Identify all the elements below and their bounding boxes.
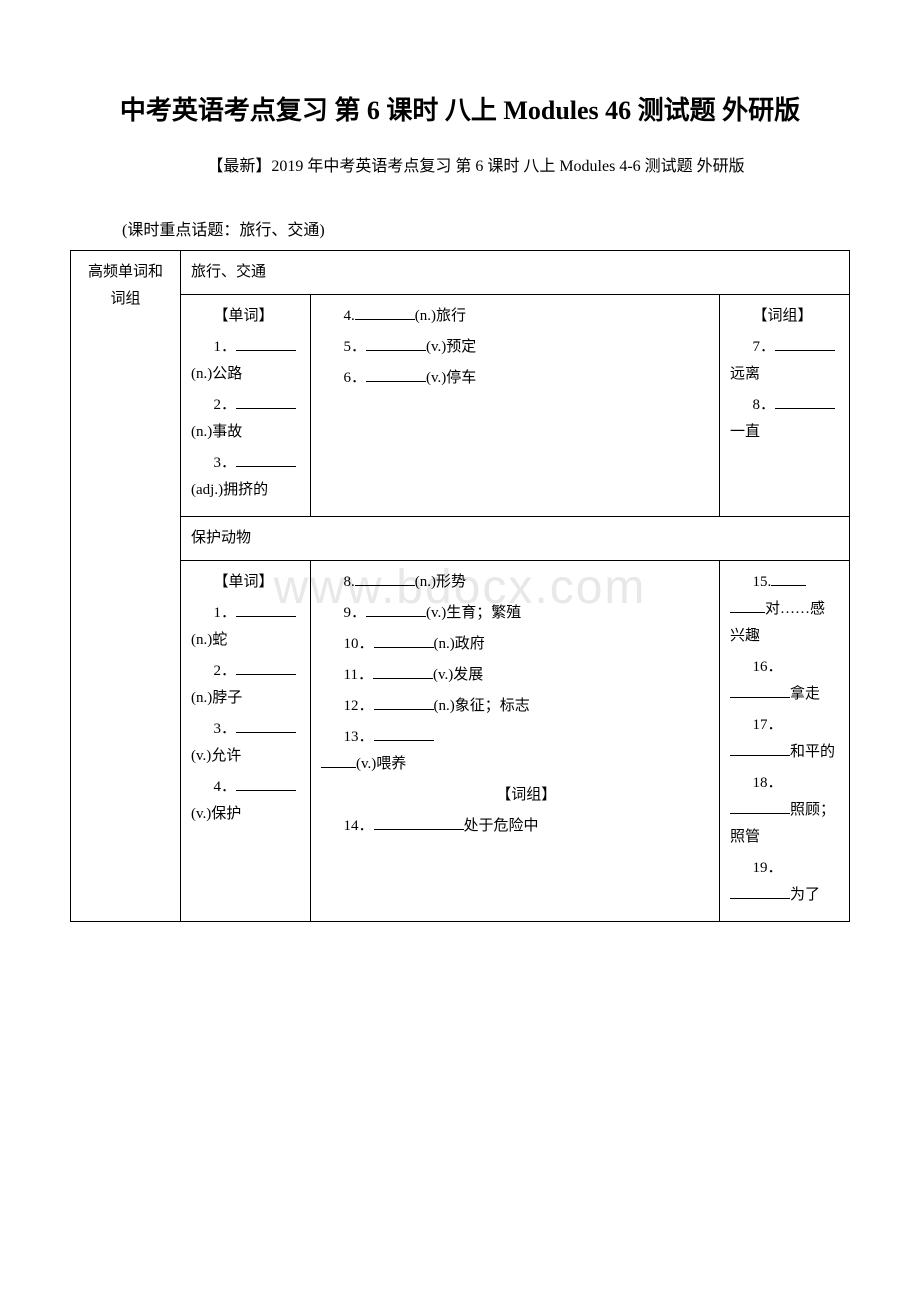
col-heading: 【词组】: [321, 782, 709, 809]
vocab-item: 8．一直: [730, 392, 839, 446]
vocab-item: 16．拿走: [730, 654, 839, 708]
section1-header-text: 旅行、交通: [191, 264, 266, 280]
section2-col2: 8.(n.)形势 9．(v.)生育；繁殖 10．(n.)政府 11．(v.)发展…: [311, 560, 720, 921]
vocab-item: 8.(n.)形势: [321, 569, 709, 596]
vocab-item: 7．远离: [730, 334, 839, 388]
vocab-item: 19．为了: [730, 855, 839, 909]
vocab-item: 18．照顾；照管: [730, 770, 839, 851]
vocab-item: 4.(n.)旅行: [321, 303, 709, 330]
vocab-item: 17．和平的: [730, 712, 839, 766]
vocab-item: 5．(v.)预定: [321, 334, 709, 361]
vocab-item: 11．(v.)发展: [321, 662, 709, 689]
vocab-item: 4．(v.)保护: [191, 774, 300, 828]
section2-col1: 【单词】 1．(n.)蛇 2．(n.)脖子 3．(v.)允许 4．(v.)保护: [181, 560, 311, 921]
section2-header: 保护动物: [181, 516, 850, 560]
side-label-cell: 高频单词和词组: [71, 250, 181, 921]
page-subtitle: 【最新】2019 年中考英语考点复习 第 6 课时 八上 Modules 4-6…: [70, 152, 850, 176]
vocab-item: 9．(v.)生育；繁殖: [321, 600, 709, 627]
vocab-item: 1．(n.)蛇: [191, 600, 300, 654]
section1-col3: 【词组】 7．远离 8．一直: [720, 294, 850, 516]
vocab-item: 2．(n.)事故: [191, 392, 300, 446]
topic-note: (课时重点话题：旅行、交通): [70, 216, 850, 240]
section1-col2: 4.(n.)旅行 5．(v.)预定 6．(v.)停车: [311, 294, 720, 516]
vocab-item: 10．(n.)政府: [321, 631, 709, 658]
section2-row: 【单词】 1．(n.)蛇 2．(n.)脖子 3．(v.)允许 4．(v.)保护 …: [71, 560, 850, 921]
vocab-item: 12．(n.)象征；标志: [321, 693, 709, 720]
vocabulary-table: 高频单词和词组 旅行、交通 【单词】 1．(n.)公路 2．(n.)事故 3．(…: [70, 250, 850, 922]
vocab-item: 3．(adj.)拥挤的: [191, 450, 300, 504]
col-heading: 【单词】: [191, 569, 300, 596]
section2-header-text: 保护动物: [191, 530, 251, 546]
side-label-text: 高频单词和词组: [88, 264, 163, 307]
vocab-item: 6．(v.)停车: [321, 365, 709, 392]
section1-header: 旅行、交通: [181, 250, 850, 294]
col-heading: 【单词】: [191, 303, 300, 330]
vocab-item: 14．处于危险中: [321, 813, 709, 840]
vocab-item: 1．(n.)公路: [191, 334, 300, 388]
col-heading: 【词组】: [730, 303, 839, 330]
section1-col1: 【单词】 1．(n.)公路 2．(n.)事故 3．(adj.)拥挤的: [181, 294, 311, 516]
vocab-item: 15.对……感兴趣: [730, 569, 839, 650]
page-title: 中考英语考点复习 第 6 课时 八上 Modules 46 测试题 外研版: [70, 90, 850, 132]
vocab-item: 3．(v.)允许: [191, 716, 300, 770]
vocab-item: 13．(v.)喂养: [321, 724, 709, 778]
section2-col3: 15.对……感兴趣 16．拿走 17．和平的 18．照顾；照管 19．为了: [720, 560, 850, 921]
vocab-item: 2．(n.)脖子: [191, 658, 300, 712]
section1-row: 【单词】 1．(n.)公路 2．(n.)事故 3．(adj.)拥挤的 4.(n.…: [71, 294, 850, 516]
